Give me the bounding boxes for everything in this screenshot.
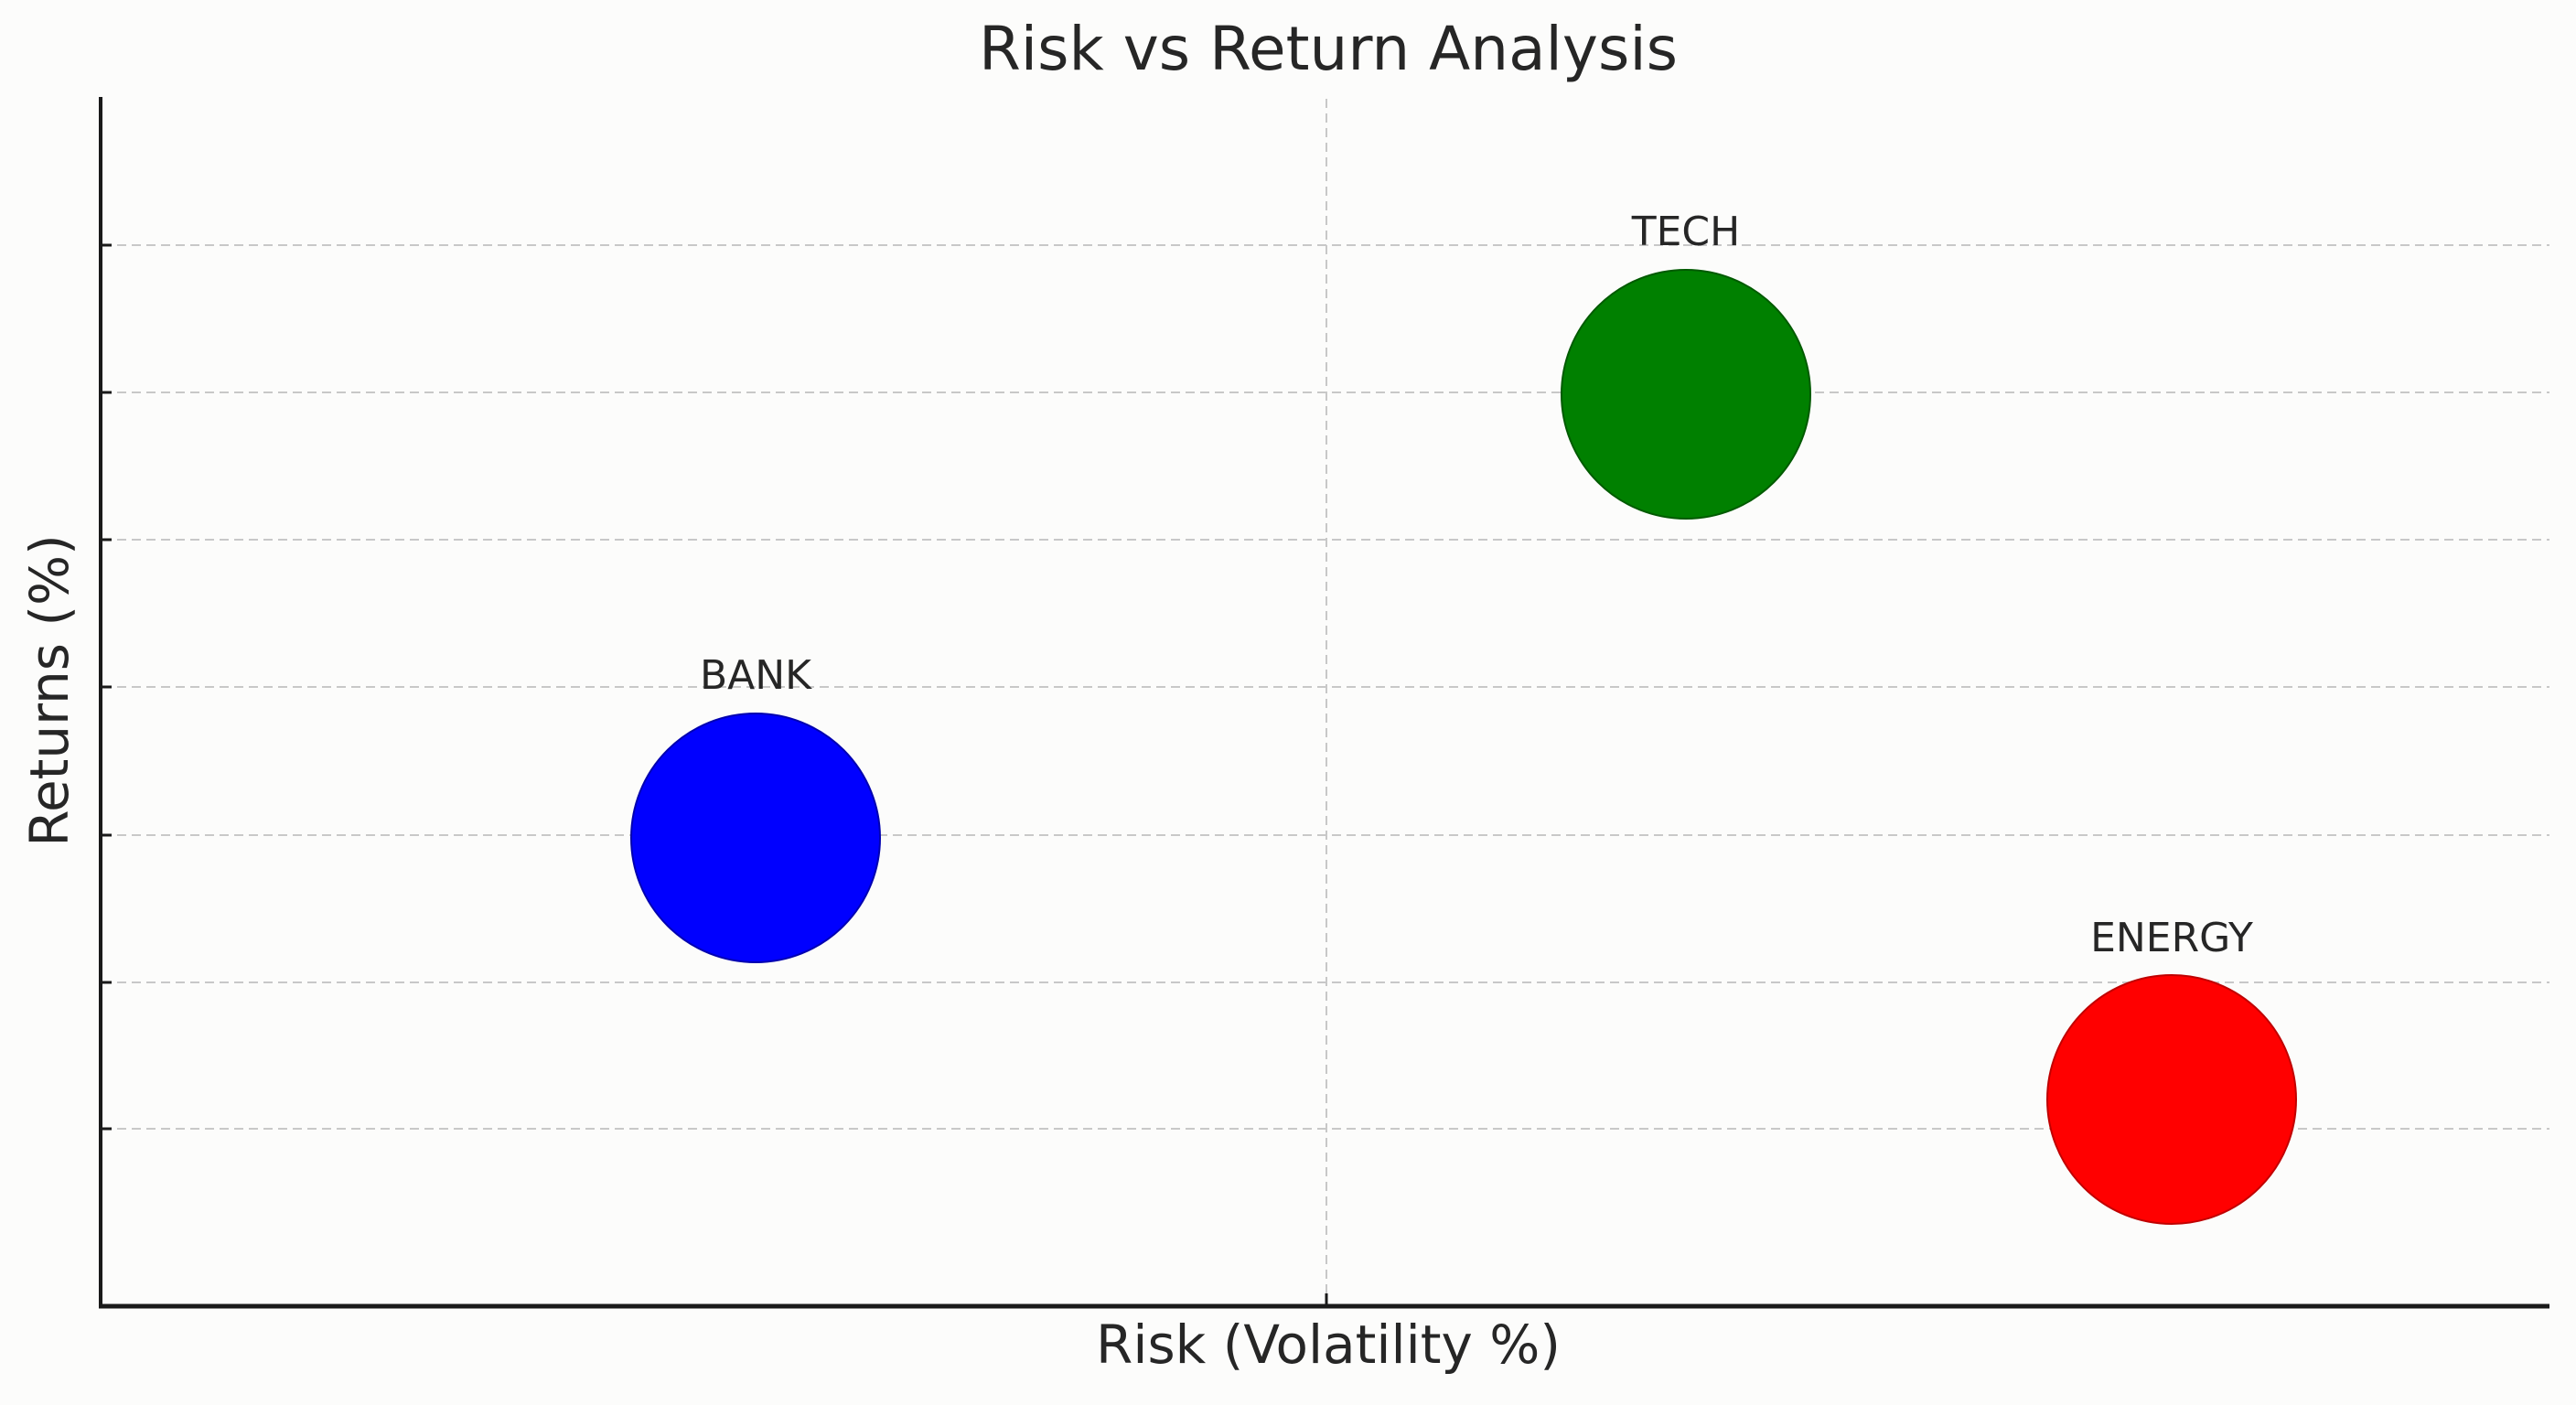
tech-label: TECH: [1631, 209, 1741, 255]
energy-marker: [2046, 974, 2297, 1225]
chart-title: Risk vs Return Analysis: [979, 14, 1678, 84]
data-point-tech: TECH: [1561, 209, 1811, 520]
tech-marker: [1561, 269, 1811, 520]
energy-label: ENERGY: [2090, 915, 2253, 961]
bank-marker: [630, 713, 881, 963]
data-point-energy: ENERGY: [2046, 915, 2297, 1225]
bank-label: BANK: [700, 652, 812, 699]
y-axis-label: Returns (%): [18, 534, 80, 847]
data-point-bank: BANK: [630, 652, 881, 963]
x-axis-label: Risk (Volatility %): [1096, 1314, 1561, 1376]
